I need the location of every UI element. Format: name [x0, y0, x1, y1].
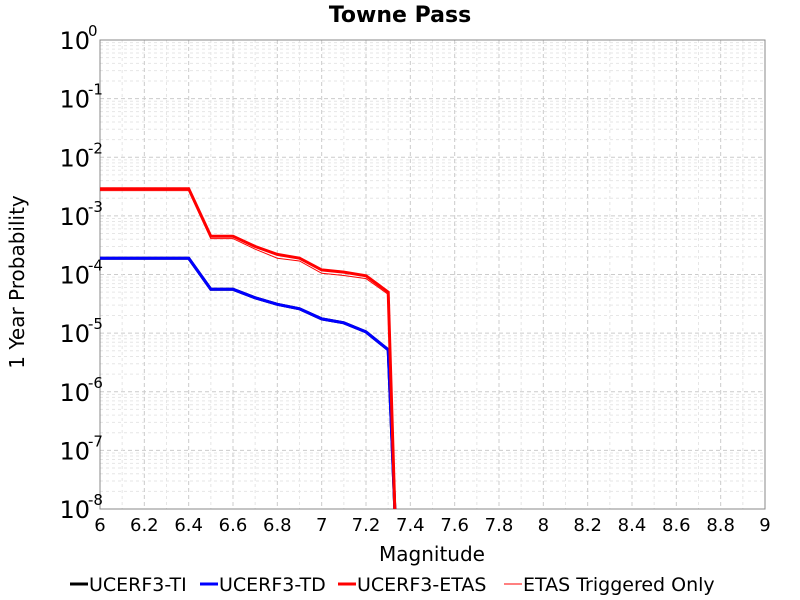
- y-tick-base: 10: [59, 320, 90, 348]
- x-tick-label: 6: [94, 515, 105, 536]
- legend-label: UCERF3-ETAS: [357, 574, 486, 596]
- y-tick-base: 10: [59, 86, 90, 114]
- y-tick-base: 10: [59, 27, 90, 55]
- x-tick-label: 6.2: [130, 515, 159, 536]
- legend-label: UCERF3-TI: [89, 574, 187, 596]
- y-tick-base: 10: [59, 379, 90, 407]
- y-tick-base: 10: [59, 203, 90, 231]
- y-tick-exponent: -8: [88, 491, 103, 509]
- legend-item: UCERF3-TD: [200, 574, 326, 596]
- x-tick-label: 7.6: [440, 515, 469, 536]
- x-tick-label: 9: [759, 515, 770, 536]
- x-tick-label: 8.6: [662, 515, 691, 536]
- x-tick-label: 8.2: [573, 515, 602, 536]
- y-tick-base: 10: [59, 262, 90, 290]
- legend-label: UCERF3-TD: [219, 574, 326, 596]
- x-tick-label: 7: [316, 515, 327, 536]
- series-line-4: [100, 190, 396, 510]
- x-tick-labels: 6 6.2 6.4 6.6 6.8 7 7.2 7.4 7.6 7.8 8 8.2 8.4 8.6 8.8 9: [94, 515, 770, 536]
- series-line-2: [100, 256, 397, 510]
- x-tick-label: 8.4: [618, 515, 647, 536]
- grid: [99, 39, 766, 510]
- y-tick-label: 10-1: [59, 81, 103, 114]
- y-tick-label: 10-7: [59, 432, 103, 465]
- y-tick-label: 100: [59, 22, 97, 55]
- x-tick-label: 6.8: [263, 515, 292, 536]
- x-tick-label: 8: [538, 515, 549, 536]
- plot-frame: [99, 39, 766, 510]
- y-tick-exponent: -5: [88, 315, 103, 333]
- y-tick-exponent: 0: [88, 22, 98, 40]
- x-tick-label: 8.8: [706, 515, 735, 536]
- x-tick-label: 7.4: [396, 515, 425, 536]
- y-tick-exponent: -7: [88, 432, 103, 450]
- y-tick-base: 10: [59, 437, 90, 465]
- series-line-3: [100, 187, 397, 510]
- y-tick-label: 10-8: [59, 491, 103, 524]
- y-tick-base: 10: [59, 144, 90, 172]
- y-tick-exponent: -1: [88, 81, 103, 99]
- y-tick-label: 10-3: [59, 198, 103, 231]
- y-tick-label: 10-5: [59, 315, 103, 348]
- legend: UCERF3-TI UCERF3-TD UCERF3-ETAS ETAS Trigge…: [70, 574, 715, 596]
- y-tick-exponent: -3: [88, 198, 103, 216]
- y-tick-label: 10-6: [59, 374, 103, 407]
- y-tick-exponent: -6: [88, 374, 103, 392]
- y-tick-label: 10-4: [59, 257, 103, 290]
- x-tick-label: 7.8: [485, 515, 514, 536]
- legend-item: UCERF3-ETAS: [338, 574, 486, 596]
- x-tick-label: 7.2: [352, 515, 381, 536]
- legend-item: UCERF3-TI: [70, 574, 187, 596]
- legend-item: ETAS Triggered Only: [504, 574, 715, 596]
- y-tick-exponent: -2: [88, 139, 103, 157]
- x-axis-title: Magnitude: [379, 542, 485, 566]
- y-axis-title: 1 Year Probability: [5, 195, 29, 369]
- y-tick-exponent: -4: [88, 257, 103, 275]
- series-lines: [100, 187, 397, 510]
- x-tick-label: 6.6: [219, 515, 248, 536]
- legend-label: ETAS Triggered Only: [523, 574, 715, 596]
- chart-title: Towne Pass: [329, 3, 471, 28]
- y-tick-base: 10: [59, 496, 90, 524]
- x-tick-label: 6.4: [174, 515, 203, 536]
- y-tick-label: 10-2: [59, 139, 103, 172]
